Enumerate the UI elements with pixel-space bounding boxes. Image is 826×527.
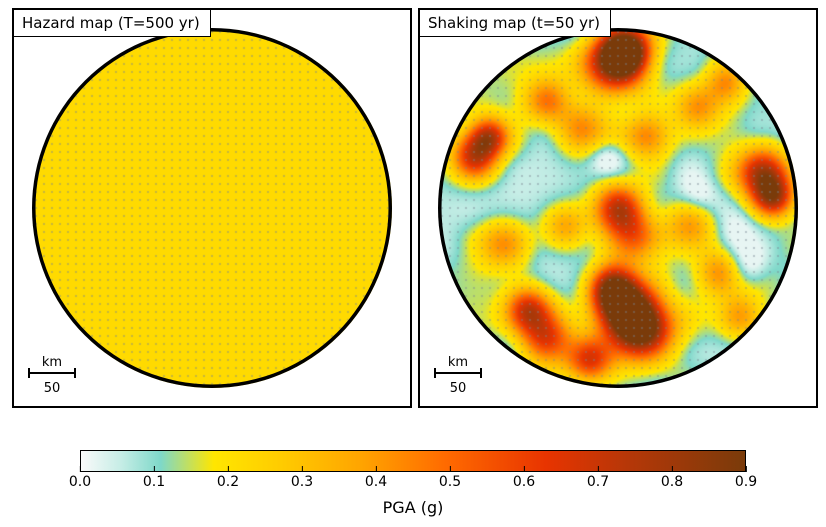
colorbar-tick: 0.7 — [587, 472, 609, 490]
colorbar-tick-label: 0.3 — [291, 472, 313, 490]
shaking-circle — [438, 28, 798, 388]
shaking-title-box: Shaking map (t=50 yr) — [420, 10, 611, 37]
scale-unit-label: km — [28, 356, 76, 370]
colorbar-tick-label: 0.2 — [217, 472, 239, 490]
hazard-scale-bar: km 50 — [28, 356, 76, 396]
colorbar: 0.00.10.20.30.40.50.60.70.80.9 PGA (g) — [80, 450, 746, 517]
colorbar-tick-label: 0.1 — [143, 472, 165, 490]
colorbar-tick: 0.5 — [439, 472, 461, 490]
scale-value-label: 50 — [434, 382, 482, 396]
colorbar-tick-label: 0.5 — [439, 472, 461, 490]
scale-bar-line — [28, 372, 76, 384]
colorbar-ticks: 0.00.10.20.30.40.50.60.70.80.9 — [80, 472, 746, 496]
colorbar-gradient — [80, 450, 746, 472]
colorbar-tick-label: 0.7 — [587, 472, 609, 490]
hazard-title: Hazard map (T=500 yr) — [22, 14, 200, 32]
colorbar-tick: 0.3 — [291, 472, 313, 490]
colorbar-tick: 0.2 — [217, 472, 239, 490]
hazard-circle — [32, 28, 392, 388]
hazard-heatmap-canvas — [32, 28, 392, 388]
hazard-title-box: Hazard map (T=500 yr) — [14, 10, 211, 37]
colorbar-tick: 0.9 — [735, 472, 757, 490]
colorbar-tick-label: 0.6 — [513, 472, 535, 490]
colorbar-tick: 0.0 — [69, 472, 91, 490]
colorbar-tick-label: 0.0 — [69, 472, 91, 490]
colorbar-tick-label: 0.9 — [735, 472, 757, 490]
colorbar-tick: 0.6 — [513, 472, 535, 490]
scale-value-label: 50 — [28, 382, 76, 396]
panel-hazard-map: Hazard map (T=500 yr) km 50 — [12, 8, 412, 408]
colorbar-tick-label: 0.8 — [661, 472, 683, 490]
scale-unit-label: km — [434, 356, 482, 370]
colorbar-tick: 0.8 — [661, 472, 683, 490]
colorbar-axis-label: PGA (g) — [80, 498, 746, 517]
colorbar-tick-label: 0.4 — [365, 472, 387, 490]
scale-bar-line — [434, 372, 482, 384]
shaking-heatmap-canvas — [438, 28, 798, 388]
panel-shaking-map: Shaking map (t=50 yr) km 50 — [418, 8, 818, 408]
shaking-scale-bar: km 50 — [434, 356, 482, 396]
colorbar-tick: 0.1 — [143, 472, 165, 490]
colorbar-tick: 0.4 — [365, 472, 387, 490]
shaking-title: Shaking map (t=50 yr) — [428, 14, 600, 32]
figure: Hazard map (T=500 yr) km 50 Shaking map … — [0, 0, 826, 527]
